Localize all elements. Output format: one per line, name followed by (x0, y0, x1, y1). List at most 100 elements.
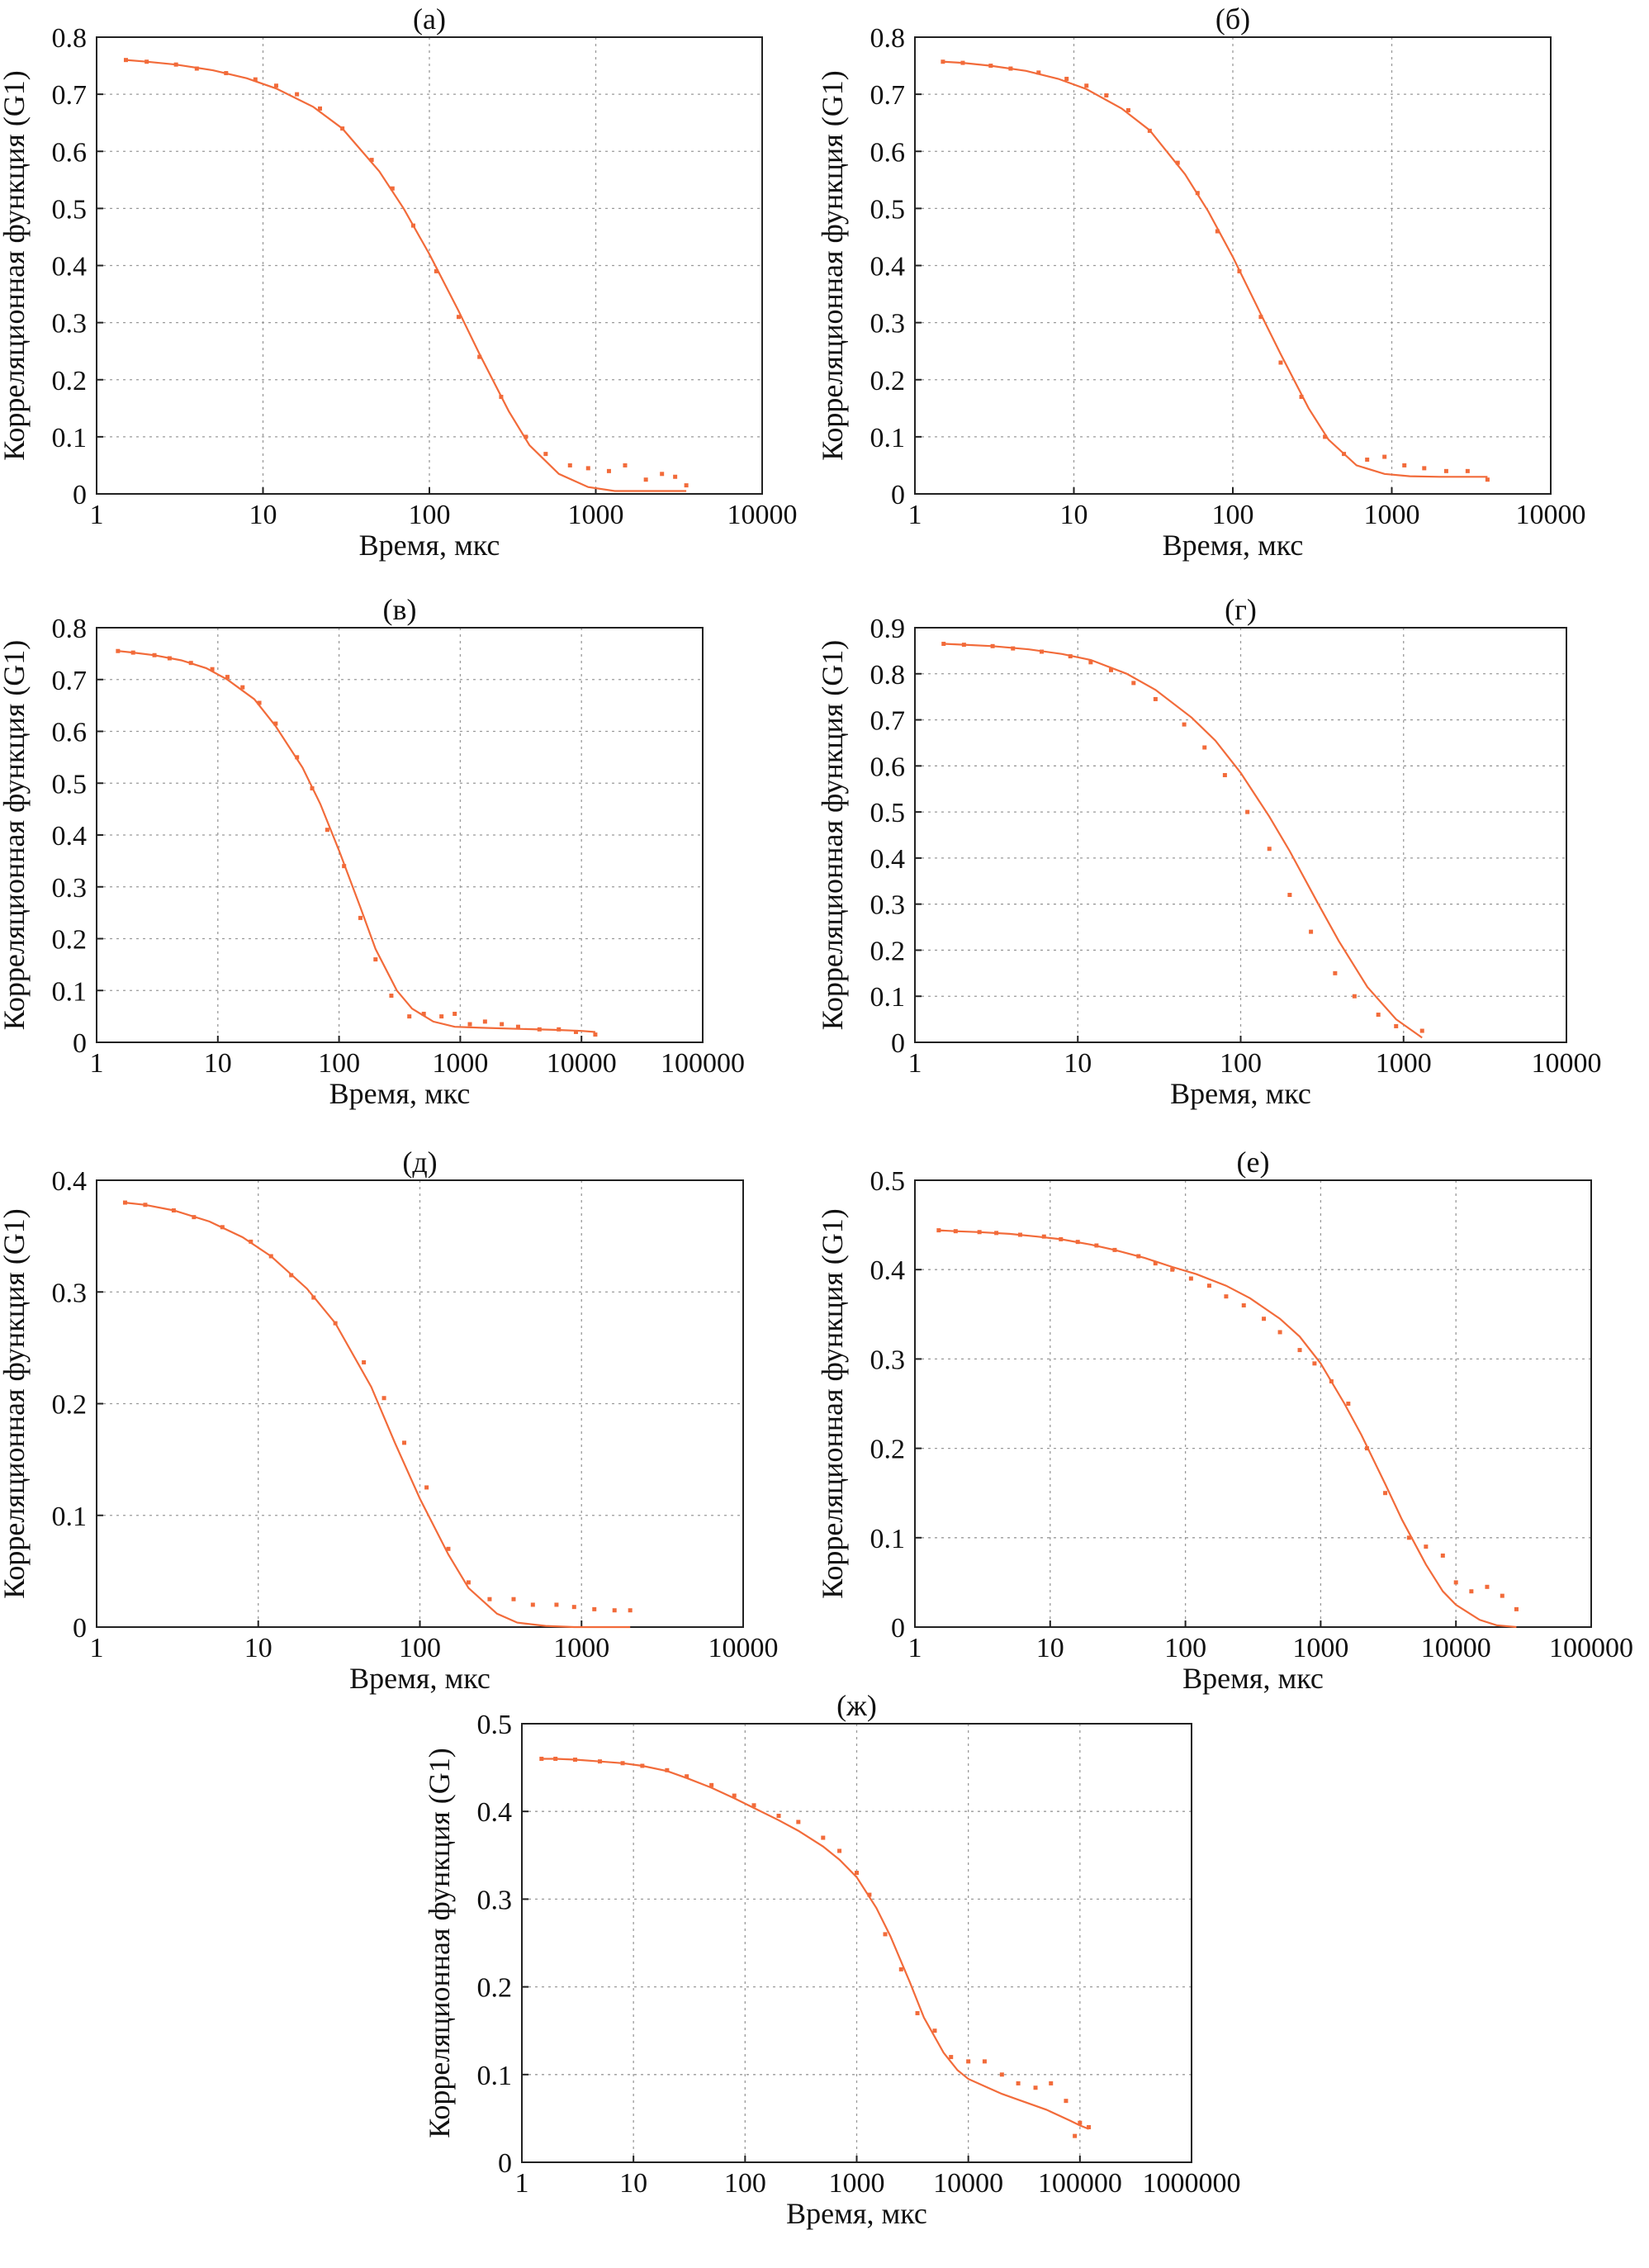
data-point (883, 1932, 888, 1937)
data-point (1443, 468, 1448, 473)
data-point (1323, 434, 1328, 439)
fit-curve (125, 1202, 631, 1629)
data-point (776, 1814, 781, 1819)
y-tick-label: 0.7 (870, 80, 906, 111)
data-point (1278, 360, 1283, 365)
y-tick-label: 0.3 (52, 873, 88, 904)
data-point (1125, 107, 1130, 112)
chart-panel-2: 1 10 100 1000 10000 0 0.1 0.2 0.3 0.4 0.5 0.6 0.7 0.8… (816, 2, 1586, 562)
data-point (606, 468, 611, 473)
data-point (1485, 1584, 1490, 1589)
data-point (1277, 1330, 1282, 1335)
y-tick-label: 0 (891, 480, 905, 510)
data-point (390, 186, 395, 191)
data-point (821, 1835, 826, 1840)
data-point (317, 106, 322, 111)
data-point (362, 1359, 367, 1364)
data-point (1267, 847, 1272, 852)
data-point (257, 700, 262, 705)
x-tick-label: 10000 (1421, 1633, 1491, 1663)
data-point (554, 1602, 559, 1607)
data-point (543, 452, 548, 457)
x-tick-label: 100 (318, 1048, 360, 1079)
data-point (1084, 83, 1089, 88)
data-point (941, 59, 945, 64)
data-point (253, 77, 258, 82)
x-tick-label: 1000 (1292, 1633, 1348, 1663)
data-point (673, 474, 678, 479)
y-tick-label: 0.1 (870, 423, 906, 453)
y-tick-label: 0.5 (52, 194, 88, 225)
y-axis-title: Корреляционная функция (G1) (816, 70, 849, 461)
y-tick-label: 0.3 (52, 309, 88, 339)
data-point (966, 2059, 971, 2064)
y-tick-label: 0.6 (870, 752, 906, 782)
data-point (1215, 229, 1220, 234)
panel-label: (ж) (836, 1689, 877, 1722)
fit-curve (541, 1758, 1089, 2130)
y-tick-label: 0.4 (870, 1255, 906, 1286)
data-point (567, 463, 572, 467)
data-point (1346, 1402, 1351, 1406)
x-tick-label: 10 (1036, 1633, 1064, 1663)
data-point (325, 828, 329, 833)
x-tick-label: 100 (399, 1633, 441, 1663)
plot-frame (96, 627, 704, 1043)
y-tick-label: 0.6 (52, 137, 88, 168)
y-tick-label: 0.7 (52, 80, 88, 111)
data-point (466, 1580, 471, 1585)
y-tick-label: 0.5 (870, 194, 906, 225)
chart-panel-4: 1 10 100 1000 10000 0 0.1 0.2 0.3 0.4 0.5 0.6 0.7 0.8… (816, 593, 1602, 1110)
y-tick-label: 0 (498, 2148, 512, 2179)
x-tick-label: 10 (1060, 500, 1088, 530)
data-point (225, 675, 230, 680)
data-point (500, 1022, 505, 1027)
data-point (1309, 929, 1314, 934)
data-point (358, 915, 362, 920)
x-tick-label: 10000 (1516, 500, 1586, 530)
data-point (796, 1820, 801, 1824)
data-points (123, 58, 689, 488)
chart-panel-7: 1 10 100 1000 10000 100000 1000000 0 0.1 0.2 0.3 0.… (423, 1689, 1241, 2230)
data-point (1175, 160, 1180, 165)
x-tick-label: 100 (1220, 1048, 1262, 1079)
plot-frame (914, 1179, 1592, 1628)
data-point (467, 1022, 472, 1027)
data-point (122, 1200, 127, 1205)
data-point (1402, 463, 1407, 467)
x-axis-title: Время, мкс (786, 2197, 927, 2230)
x-tick-label: 1 (908, 1633, 922, 1663)
data-point (1453, 1580, 1458, 1585)
y-tick-label: 0.3 (477, 1885, 513, 1915)
data-point (116, 648, 121, 653)
data-point (1383, 1491, 1388, 1496)
data-point (571, 1605, 576, 1610)
y-tick-label: 0.3 (870, 890, 906, 921)
fit-curve (117, 650, 595, 1033)
y-tick-label: 0 (73, 1613, 87, 1644)
chart-panel-6: 1 10 100 1000 10000 100000 0 0.1 0.2 0.3 0.4 0.5 (е)… (816, 1146, 1633, 1695)
data-point (1104, 93, 1109, 98)
x-tick-label: 100000 (1549, 1633, 1633, 1663)
x-tick-label: 10 (244, 1633, 272, 1663)
data-point (1500, 1593, 1504, 1598)
data-points (941, 642, 1424, 1033)
y-tick-label: 0.4 (52, 1166, 88, 1197)
panel-label: (г) (1225, 593, 1257, 626)
data-point (643, 477, 648, 482)
data-point (623, 463, 628, 467)
data-points (539, 1756, 1092, 2138)
data-point (628, 1608, 633, 1613)
x-tick-label: 10000 (933, 2168, 1003, 2199)
y-tick-label: 0.8 (870, 660, 906, 690)
x-tick-label: 10000 (708, 1633, 779, 1663)
x-tick-label: 100 (409, 500, 451, 530)
data-point (898, 1967, 903, 1971)
data-point (1088, 660, 1093, 665)
x-tick-label: 100000 (661, 1048, 745, 1079)
data-point (1485, 477, 1490, 482)
data-point (456, 315, 461, 320)
y-tick-label: 0.4 (477, 1797, 513, 1828)
y-tick-label: 0.1 (870, 982, 906, 1013)
panel-label: (б) (1215, 2, 1250, 36)
